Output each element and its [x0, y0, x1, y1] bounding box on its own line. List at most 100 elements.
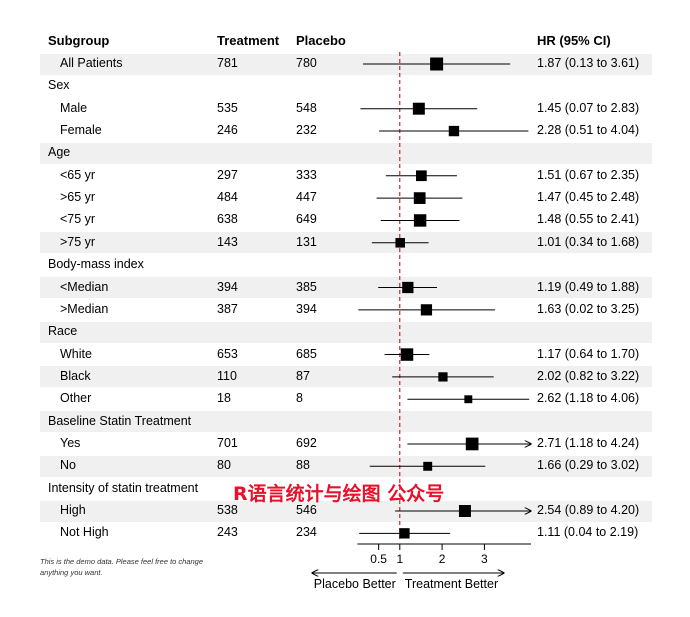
treatment-count: 394	[217, 279, 238, 294]
placebo-count: 685	[296, 346, 317, 361]
treatment-count: 781	[217, 56, 238, 70]
row-band	[40, 366, 652, 388]
hr-ci-text: 1.17 (0.64 to 1.70)	[537, 346, 640, 361]
hr-point	[420, 304, 433, 316]
subgroup-label: <Median	[60, 279, 109, 294]
placebo-count: 692	[296, 435, 317, 450]
hr-ci-text: 1.01 (0.34 to 1.68)	[537, 234, 640, 249]
row-band	[40, 321, 652, 343]
hr-point	[402, 281, 414, 294]
subgroup-label: Not High	[60, 525, 109, 540]
treatment-count: 538	[217, 503, 238, 517]
header-subgroup: Subgroup	[48, 33, 110, 48]
group-header: Race	[48, 324, 78, 339]
placebo-count: 548	[296, 100, 317, 115]
treatment-count: 387	[217, 301, 238, 316]
hr-point	[399, 528, 410, 539]
subgroup-label: No	[60, 458, 76, 473]
row-band	[40, 500, 652, 522]
header-hr: HR (95% CI)	[537, 33, 611, 48]
hr-ci-text: 1.47 (0.45 to 2.48)	[537, 190, 640, 205]
row-band	[40, 142, 652, 164]
subgroup-label: Male	[60, 100, 88, 115]
header-placebo: Placebo	[296, 33, 346, 48]
subgroup-label: <75 yr	[60, 212, 96, 227]
treatment-better-label: Treatment Better	[405, 577, 498, 591]
subgroup-label: White	[60, 346, 92, 361]
hr-ci-text: 1.63 (0.02 to 3.25)	[537, 301, 640, 316]
row-band	[40, 411, 652, 433]
treatment-count: 143	[217, 234, 238, 249]
treatment-count: 701	[217, 435, 238, 450]
treatment-count: 18	[217, 391, 231, 406]
hr-point	[458, 505, 471, 517]
hr-ci-text: 1.48 (0.55 to 2.41)	[537, 212, 640, 227]
treatment-count: 653	[217, 346, 238, 361]
hr-ci-text: 2.02 (0.82 to 3.22)	[537, 368, 640, 383]
hr-ci-text: 1.45 (0.07 to 2.83)	[537, 100, 640, 115]
subgroup-label: >75 yr	[60, 234, 96, 249]
placebo-count: 131	[296, 234, 317, 249]
subgroup-label: >Median	[60, 301, 109, 316]
hr-point	[448, 125, 460, 137]
subgroup-label: All Patients	[60, 56, 123, 70]
hr-point	[413, 192, 426, 204]
hr-point	[438, 372, 448, 382]
group-header: Body-mass index	[48, 257, 144, 272]
row-band	[40, 232, 652, 254]
subgroup-label: High	[60, 503, 86, 517]
treatment-count: 638	[217, 212, 238, 227]
placebo-better-label: Placebo Better	[314, 577, 396, 591]
group-header: Sex	[48, 78, 70, 93]
x-tick-label: 3	[481, 552, 488, 566]
placebo-count: 447	[296, 190, 317, 205]
hr-ci-text: 2.54 (0.89 to 4.20)	[537, 503, 640, 517]
subgroup-label: >65 yr	[60, 190, 96, 205]
hr-point	[400, 348, 414, 361]
group-header: Baseline Statin Treatment	[48, 413, 192, 428]
placebo-count: 649	[296, 212, 317, 227]
placebo-count: 385	[296, 279, 317, 294]
treatment-count: 80	[217, 458, 231, 473]
treatment-count: 243	[217, 525, 238, 540]
treatment-count: 110	[217, 368, 237, 383]
hr-ci-text: 1.66 (0.29 to 3.02)	[537, 458, 640, 473]
placebo-count: 8	[296, 391, 303, 406]
hr-ci-text: 1.11 (0.04 to 2.19)	[537, 525, 639, 540]
row-band	[40, 455, 652, 477]
hr-ci-text: 1.87 (0.13 to 3.61)	[537, 56, 640, 70]
hr-point	[423, 461, 433, 471]
treatment-count: 535	[217, 100, 238, 115]
hr-point	[430, 57, 444, 71]
header-treatment: Treatment	[217, 33, 280, 48]
x-tick-label: 1	[396, 552, 403, 566]
subgroup-label: <65 yr	[60, 167, 96, 182]
hr-point	[465, 437, 479, 451]
hr-ci-text: 1.19 (0.49 to 1.88)	[537, 279, 640, 294]
hr-ci-text: 2.28 (0.51 to 4.04)	[537, 123, 640, 138]
placebo-count: 88	[296, 458, 310, 473]
x-tick-label: 0.5	[370, 552, 387, 566]
placebo-count: 232	[296, 123, 317, 138]
hr-ci-text: 1.51 (0.67 to 2.35)	[537, 167, 640, 182]
hr-point	[395, 238, 406, 248]
treatment-count: 297	[217, 167, 238, 182]
row-band	[40, 53, 652, 75]
placebo-count: 234	[296, 525, 317, 540]
group-header: Intensity of statin treatment	[48, 480, 199, 495]
placebo-count: 780	[296, 56, 317, 70]
subgroup-label: Other	[60, 391, 92, 406]
treatment-count: 484	[217, 190, 238, 205]
hr-point	[464, 395, 473, 404]
placebo-count: 333	[296, 167, 317, 182]
hr-point	[412, 102, 425, 115]
hr-point	[413, 214, 427, 227]
watermark: R语言统计与绘图 公众号	[233, 483, 445, 505]
hr-ci-text: 2.71 (1.18 to 4.24)	[537, 435, 640, 450]
placebo-count: 87	[296, 368, 310, 383]
group-header: Age	[48, 145, 71, 160]
x-tick-label: 2	[439, 552, 446, 566]
hr-point	[416, 170, 427, 182]
